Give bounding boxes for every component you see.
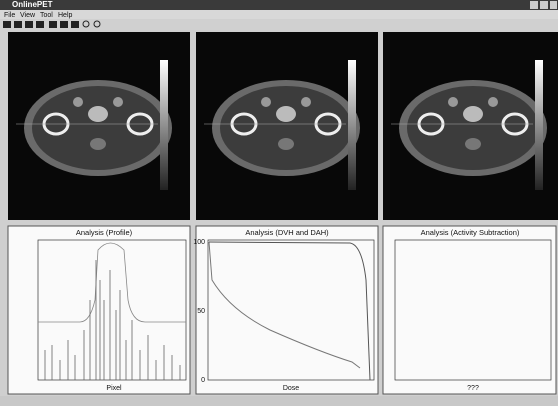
toolbar [0, 19, 558, 30]
image-viewer[interactable] [8, 32, 190, 220]
x-axis-label: Dose [283, 385, 299, 392]
close-button[interactable] [550, 1, 557, 9]
x-axis-label: Pixel [106, 385, 122, 392]
page: OnlinePET File View Tool Help Analysis (… [0, 0, 558, 406]
status-bar [0, 396, 558, 406]
profile-panel [8, 226, 190, 394]
window-title: OnlinePET [12, 0, 53, 9]
x-axis-label: ??? [467, 385, 479, 392]
menu-bar [0, 10, 558, 19]
y-tick-label: 100 [193, 239, 205, 246]
menu-item[interactable]: View [20, 12, 36, 19]
menu-item[interactable]: File [4, 12, 15, 19]
app-window: OnlinePET File View Tool Help Analysis (… [0, 0, 558, 406]
panel-title: Analysis (DVH and DAH) [245, 228, 329, 237]
subtraction-panel [383, 226, 556, 394]
dvh-panel [196, 226, 378, 394]
title-bar [0, 0, 558, 10]
image-viewer[interactable] [196, 32, 378, 220]
minimize-button[interactable] [530, 1, 538, 9]
panel-title: Analysis (Activity Subtraction) [421, 228, 520, 237]
panel-title: Analysis (Profile) [76, 228, 133, 237]
y-tick-label: 50 [197, 308, 205, 315]
menu-item[interactable]: Tool [40, 12, 53, 19]
image-viewer[interactable] [383, 32, 558, 220]
y-tick-label: 0 [201, 377, 205, 384]
maximize-button[interactable] [540, 1, 548, 9]
menu-item[interactable]: Help [58, 12, 73, 19]
